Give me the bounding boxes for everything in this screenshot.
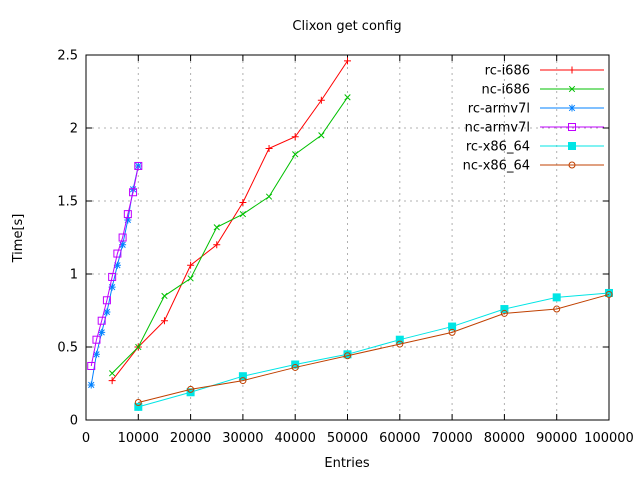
- plot-area: 0 10000 20000 30000 40000 50000 60000 70000 8000…: [57, 49, 634, 447]
- x-tick-label: 10000: [118, 431, 159, 446]
- legend-item-nc-i686: nc-i686: [481, 83, 604, 98]
- x-tick-label: 30000: [222, 431, 263, 446]
- y-tick-label: 2: [70, 122, 78, 137]
- legend-item-nc-x86_64: nc-x86_64: [463, 159, 604, 174]
- x-tick-label: 0: [82, 431, 90, 446]
- x-tick-label: 60000: [379, 431, 420, 446]
- legend-label: rc-x86_64: [466, 140, 530, 155]
- x-tick-label: 70000: [431, 431, 472, 446]
- x-tick-label: 40000: [275, 431, 316, 446]
- legend-item-nc-armv7l: nc-armv7l: [465, 121, 604, 136]
- y-tick-label: 2.5: [57, 49, 78, 64]
- series-rc-x86_64: [134, 288, 613, 411]
- y-axis-label: Time[s]: [11, 214, 26, 264]
- legend-item-rc-x86_64: rc-x86_64: [466, 140, 604, 155]
- grid: [86, 55, 609, 420]
- x-tick-label: 80000: [484, 431, 525, 446]
- y-tick-label: 1: [70, 268, 78, 283]
- x-tick-label: 50000: [327, 431, 368, 446]
- legend-label: nc-armv7l: [465, 121, 530, 136]
- y-tick-label: 0: [70, 414, 78, 429]
- series-nc-armv7l: [87, 161, 143, 370]
- legend-label: nc-x86_64: [463, 159, 530, 174]
- x-axis-label: Entries: [324, 456, 370, 471]
- series-rc-i686: [108, 57, 351, 385]
- x-tick-label: 20000: [170, 431, 211, 446]
- axis-ticks: [85, 54, 610, 421]
- series-nc-i686: [108, 94, 351, 377]
- series-rc-armv7l: [87, 162, 142, 389]
- legend-item-rc-i686: rc-i686: [485, 64, 604, 79]
- y-tick-label: 1.5: [57, 195, 78, 210]
- legend-label: rc-i686: [485, 64, 530, 79]
- legend-label: rc-armv7l: [468, 102, 530, 117]
- chart-title: Clixon get config: [292, 19, 401, 34]
- axis-tick-labels: 0 10000 20000 30000 40000 50000 60000 70000 8000…: [57, 49, 634, 447]
- series-nc-x86_64: [134, 290, 613, 406]
- legend-label: nc-i686: [481, 83, 530, 98]
- x-tick-label: 90000: [536, 431, 577, 446]
- y-tick-label: 0.5: [57, 341, 78, 356]
- legend: rc-i686 nc-i686 rc-armv7l nc-armv7l rc-x86_6…: [463, 64, 604, 174]
- legend-item-rc-armv7l: rc-armv7l: [468, 102, 604, 117]
- x-tick-label: 100000: [584, 431, 634, 446]
